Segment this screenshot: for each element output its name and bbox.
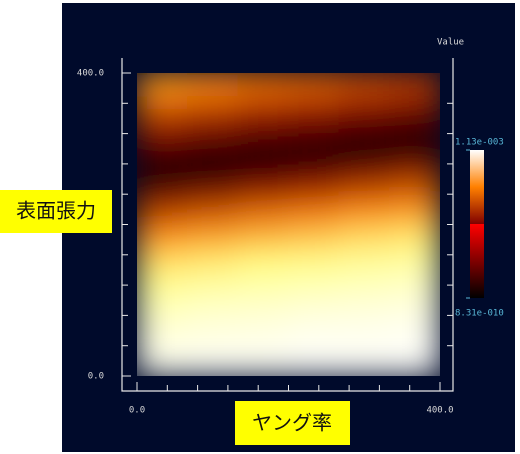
heat-cell: [288, 350, 340, 376]
heat-cell: [288, 274, 340, 301]
heat-cell: [338, 350, 390, 376]
minor-ticks: [122, 102, 453, 391]
heatmap: [137, 73, 440, 376]
heat-cell: [187, 198, 239, 225]
heat-cell: [389, 198, 440, 225]
heat-cell: [237, 123, 289, 150]
heat-cell: [338, 123, 390, 150]
heat-cell: [237, 198, 289, 225]
heat-cell: [237, 148, 289, 175]
heat-cell: [389, 224, 440, 251]
colorbar-tick-label: 1.13e-003: [455, 138, 504, 148]
heat-cell: [137, 73, 188, 99]
heat-cell: [389, 325, 440, 352]
heat-cell: [237, 350, 289, 376]
heat-cell: [137, 123, 188, 150]
x-axis-label: ヤング率: [252, 411, 332, 434]
y-tick-label: 0.0: [88, 372, 104, 382]
heat-cell: [389, 97, 440, 124]
heat-cell: [187, 249, 239, 276]
heat-cell: [338, 97, 390, 124]
heat-cell: [288, 249, 340, 276]
heat-cell: [237, 299, 289, 326]
heat-cell: [137, 97, 188, 124]
heat-cell: [137, 198, 188, 225]
heat-cell: [137, 325, 188, 352]
heat-cell: [389, 73, 440, 99]
heat-cell: [389, 350, 440, 376]
heat-cell: [237, 274, 289, 301]
heat-cell: [288, 325, 340, 352]
heat-cell: [389, 274, 440, 301]
heat-cell: [137, 249, 188, 276]
colorbar-tick-label: 8.31e-010: [455, 309, 504, 319]
heat-cell: [187, 173, 239, 200]
heat-cell: [237, 97, 289, 124]
colorbar-title: Value: [437, 38, 464, 48]
heat-cell: [187, 224, 239, 251]
heat-cell: [137, 224, 188, 251]
heat-cell: [389, 249, 440, 276]
x-tick-label: 0.0: [129, 406, 145, 416]
heat-cell: [237, 173, 289, 200]
heat-cell: [137, 173, 188, 200]
y-tick-label: 400.0: [77, 69, 104, 79]
heat-cell: [288, 97, 340, 124]
heat-cell: [288, 173, 340, 200]
heat-cell: [338, 325, 390, 352]
heat-cell: [137, 350, 188, 376]
ylabel-box: [0, 190, 112, 233]
heat-cell: [288, 123, 340, 150]
heat-cell: [137, 274, 188, 301]
heat-cell: [389, 123, 440, 150]
heat-cell: [187, 325, 239, 352]
heat-cell: [137, 148, 188, 175]
heat-cell: [137, 299, 188, 326]
heat-cell: [389, 299, 440, 326]
heat-cell: [338, 274, 390, 301]
heat-cell: [237, 325, 289, 352]
heat-cell: [338, 173, 390, 200]
heat-cell: [187, 299, 239, 326]
heat-cell: [338, 224, 390, 251]
heat-cell: [237, 224, 289, 251]
heat-cell: [288, 299, 340, 326]
y-axis-label: 表面張力: [16, 199, 96, 222]
colorbar: [470, 150, 484, 298]
heat-cell: [187, 350, 239, 376]
xlabel-box: [235, 401, 350, 445]
heat-cell: [338, 249, 390, 276]
heat-cell: [187, 97, 239, 124]
heat-cell: [288, 73, 340, 99]
heat-cell: [338, 299, 390, 326]
heat-cell: [187, 274, 239, 301]
heat-cell: [187, 123, 239, 150]
heat-cell: [187, 148, 239, 175]
heat-cell: [237, 73, 289, 99]
heat-cell: [338, 73, 390, 99]
heat-cell: [288, 224, 340, 251]
heat-cell: [237, 249, 289, 276]
heat-cell: [389, 148, 440, 175]
heat-cell: [389, 173, 440, 200]
heat-cell: [288, 148, 340, 175]
heat-cell: [338, 198, 390, 225]
x-tick-label: 400.0: [426, 406, 453, 416]
heat-cell: [288, 198, 340, 225]
heat-cell: [338, 148, 390, 175]
heat-cell: [187, 73, 239, 99]
